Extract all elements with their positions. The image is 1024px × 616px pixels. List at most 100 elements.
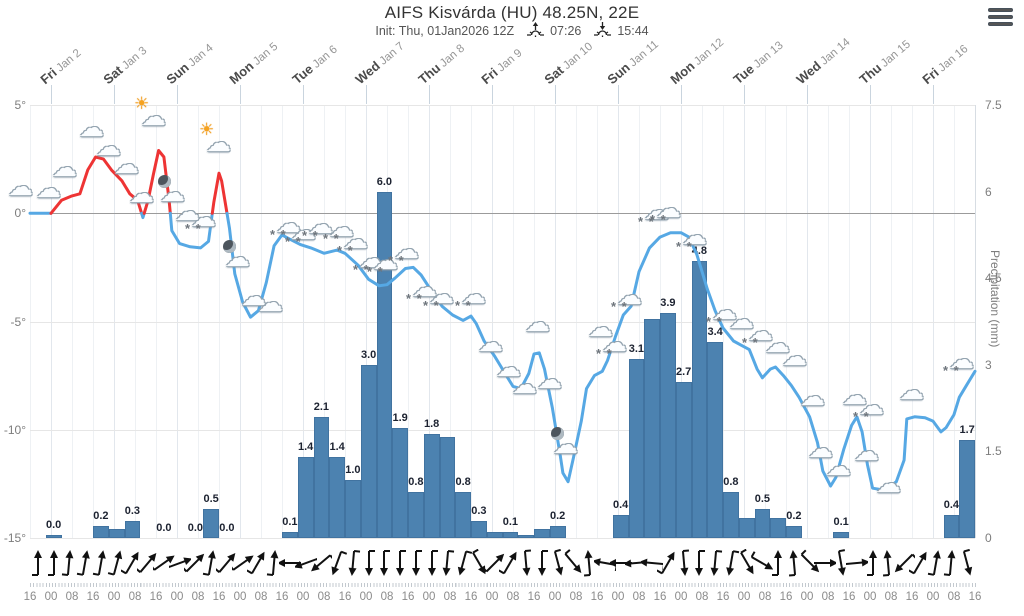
precip-bar-label: 3.1 [628, 343, 645, 356]
precip-bar-label: 0.1 [833, 516, 849, 529]
precip-bar-label: 0.1 [282, 516, 298, 529]
sunrise-icon [526, 22, 544, 37]
temp-axis-label: -10° [3, 422, 26, 437]
precip-bar-label: 0.0 [156, 522, 172, 534]
chart-subtitle: Init: Thu, 01Jan2026 12Z 07:26 15:44 [0, 22, 1024, 38]
precip-bar-label: 0.5 [754, 493, 771, 506]
day-tick [870, 85, 871, 104]
time-tick-label: 08 [443, 591, 457, 603]
precip-bar-label: 0.2 [786, 510, 802, 523]
time-tick-label: 00 [359, 591, 373, 603]
wind-arrow [90, 549, 112, 577]
wind-arrow [720, 549, 742, 577]
temp-axis-label: 0° [14, 206, 26, 221]
time-tick-label: 16 [23, 591, 37, 603]
day-tick [240, 85, 241, 104]
precip-bar [93, 526, 109, 538]
wind-arrow [389, 549, 411, 577]
precip-bar [486, 532, 503, 538]
wind-arrow [421, 549, 443, 577]
temperature-line-above-zero [142, 149, 172, 215]
precip-bar-label: 3.4 [707, 325, 723, 338]
precip-bar [518, 535, 534, 538]
time-tick-label: 16 [716, 591, 730, 603]
time-tick-label: 16 [653, 591, 667, 603]
day-tick [933, 85, 934, 104]
precip-bar-label: 6.0 [376, 175, 393, 188]
temp-axis-label: -15° [3, 531, 26, 545]
day-tick [51, 85, 52, 104]
precip-bar-label: 1.0 [345, 464, 361, 477]
precip-axis-label: 7.5 [985, 98, 1002, 112]
precip-bar-label: 0.8 [408, 475, 424, 488]
time-tick-label: 08 [380, 591, 394, 603]
time-tick-label: 00 [485, 591, 499, 603]
precip-bar [723, 491, 739, 538]
precip-bar [297, 457, 314, 538]
precip-bar-label: 3.0 [360, 348, 377, 361]
wind-arrow [736, 548, 758, 577]
precip-bar [439, 436, 456, 538]
precip-bar-label: 0.4 [612, 498, 629, 511]
time-tick-label: 00 [611, 591, 625, 603]
time-tick-label: 00 [296, 591, 310, 603]
time-tick-label: 16 [149, 591, 163, 603]
time-tick-label: 16 [464, 591, 478, 603]
precip-axis-label: 4.5 [985, 271, 1002, 286]
time-tick-label: 08 [821, 591, 835, 603]
precip-bar-label: 1.7 [959, 423, 975, 436]
day-tick [303, 85, 304, 104]
wind-arrow [515, 549, 537, 577]
day-tick [807, 85, 808, 104]
wind-arrow [673, 549, 695, 577]
wind-arrow [562, 549, 584, 577]
precip-bar-label: 2.7 [675, 366, 692, 379]
wind-arrow [405, 549, 427, 577]
day-tick [618, 85, 619, 104]
hamburger-icon [988, 8, 1013, 12]
precipitation-axis-title: Precipitation (mm) [988, 250, 1002, 348]
precip-bar [660, 312, 676, 538]
precip-bar [534, 529, 550, 538]
grid-hline [30, 321, 975, 323]
precip-axis-label: 1.5 [985, 444, 1002, 459]
time-tick-label: 08 [884, 591, 898, 603]
wind-arrow [246, 549, 269, 577]
precip-bar-label: 1.9 [392, 412, 408, 425]
precip-bar [707, 341, 723, 538]
precip-bar [943, 514, 960, 538]
precip-bar [959, 439, 975, 538]
time-tick-label: 16 [590, 591, 604, 603]
grid-hline [30, 538, 975, 539]
time-tick-label: 16 [86, 591, 100, 603]
time-tick-label: 16 [527, 591, 541, 603]
time-tick-label: 08 [317, 591, 331, 603]
time-tick-label: 00 [737, 591, 751, 603]
precip-bar [360, 364, 377, 538]
chart-menu-button[interactable] [988, 8, 1014, 28]
precip-bar-label: 0.0 [219, 522, 235, 534]
precip-axis-label: 6 [985, 184, 992, 199]
wind-arrow [940, 549, 962, 577]
wind-arrow [783, 549, 805, 577]
precip-bar-label: 0.1 [502, 516, 519, 529]
precip-bar-label: 0.2 [93, 510, 109, 523]
time-tick-label: 08 [254, 591, 268, 603]
precip-bar [345, 480, 361, 538]
wind-arrow [531, 549, 553, 577]
time-tick-label: 00 [548, 591, 562, 603]
precip-bar-label: 2.1 [313, 400, 330, 413]
time-tick-label: 08 [191, 591, 205, 603]
precip-bar [203, 509, 219, 538]
precip-bar [691, 260, 708, 538]
wind-arrow [578, 549, 600, 577]
time-tick-label: 16 [401, 591, 415, 603]
precip-bar [628, 359, 645, 538]
time-tick-label: 00 [44, 591, 58, 603]
wind-arrow [106, 549, 128, 577]
day-tick [429, 85, 430, 104]
time-tick-label: 08 [632, 591, 646, 603]
wind-arrow [547, 548, 569, 577]
page-title: AIFS Kisvárda (HU) 48.25N, 22E [384, 3, 640, 22]
precip-axis-label: 3 [985, 357, 992, 372]
